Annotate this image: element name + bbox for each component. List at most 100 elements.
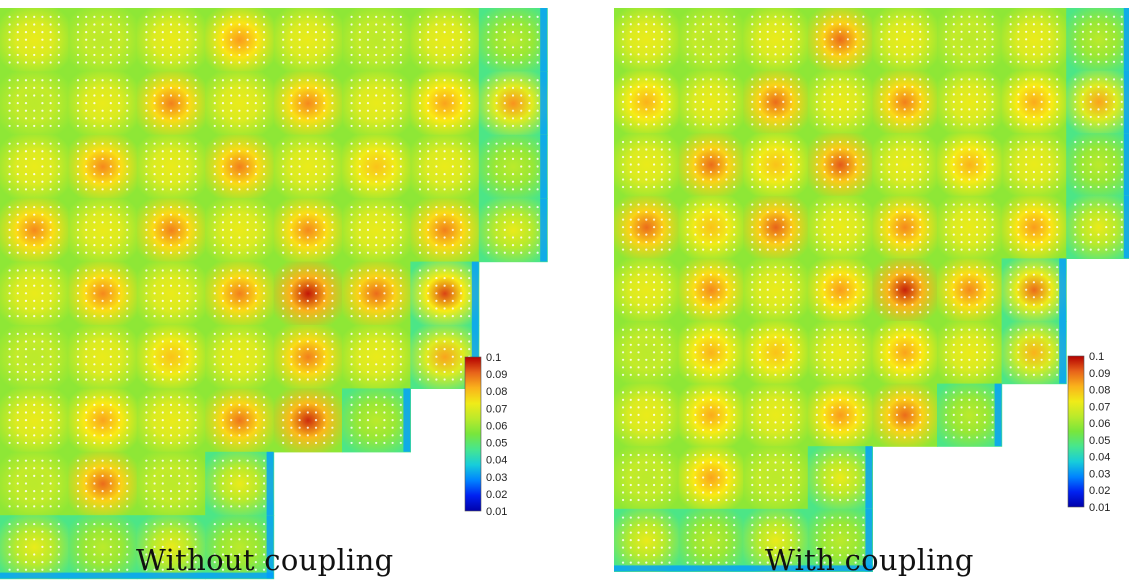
rod-dots <box>145 396 197 445</box>
colorbar-tick-label: 0.05 <box>1089 435 1110 447</box>
assembly-cell <box>136 325 206 389</box>
rod-dots <box>686 78 736 126</box>
rod-dots <box>487 142 539 191</box>
rod-dots <box>621 328 671 376</box>
reflector-edge <box>1123 70 1129 134</box>
rod-dots <box>418 142 471 191</box>
assembly-cell <box>872 195 938 259</box>
caption-with-coupling: With coupling <box>765 543 974 577</box>
rod-dots <box>282 332 334 381</box>
rod-dots <box>76 269 129 318</box>
assembly-cell <box>678 133 744 197</box>
rod-dots <box>76 522 129 571</box>
assembly-cell <box>68 451 138 516</box>
rod-dots <box>944 328 994 376</box>
rod-dots <box>8 269 60 318</box>
assembly-cell <box>1066 70 1129 134</box>
assembly-cell <box>1001 321 1067 385</box>
assembly-cell <box>937 8 1003 72</box>
rod-dots <box>621 391 671 439</box>
colorbar-tick-label: 0.1 <box>1089 351 1104 363</box>
assembly-cell <box>678 446 744 510</box>
rod-dots <box>621 78 671 126</box>
assembly-cell <box>743 133 809 197</box>
assembly-cell <box>273 71 343 136</box>
assembly-cell <box>68 388 138 453</box>
rod-dots <box>815 140 865 189</box>
assembly-cell <box>937 258 1003 322</box>
assembly-cell <box>678 508 744 572</box>
reflector-edge <box>1123 195 1129 259</box>
rod-dots <box>350 269 402 318</box>
assembly-cell <box>807 383 873 447</box>
assembly-cell <box>205 134 275 199</box>
colorbar-tick-label: 0.09 <box>1089 368 1110 380</box>
assembly-grid <box>0 8 548 580</box>
assembly-cell <box>743 321 809 385</box>
colorbar-tick-label: 0.09 <box>486 369 507 381</box>
rod-dots <box>213 79 266 128</box>
colorbar-tick-label: 0.08 <box>486 386 507 398</box>
rod-dots <box>751 78 800 126</box>
rod-dots <box>213 522 266 571</box>
rod-dots <box>418 15 471 64</box>
assembly-cell <box>1066 133 1129 197</box>
rod-dots <box>76 396 129 445</box>
rod-dots <box>944 266 994 314</box>
rod-dots <box>880 78 930 126</box>
assembly-cell <box>807 446 873 510</box>
assembly-cell <box>478 198 548 263</box>
rod-dots <box>145 459 197 508</box>
assembly-cell <box>872 321 938 385</box>
assembly-cell <box>743 446 809 510</box>
assembly-cell <box>68 325 138 389</box>
colorbar-tick-label: 0.07 <box>486 403 507 415</box>
rod-dots <box>686 391 736 439</box>
rod-dots <box>76 332 129 381</box>
rod-dots <box>8 459 60 508</box>
rod-dots <box>282 205 334 254</box>
rod-dots <box>621 203 671 251</box>
assembly-cell <box>743 195 809 259</box>
assembly-cell <box>342 325 411 389</box>
assembly-cell <box>136 388 206 453</box>
assembly-cell <box>937 383 1003 447</box>
rod-dots <box>621 15 671 63</box>
rod-dots <box>686 266 736 314</box>
assembly-cell <box>478 8 548 72</box>
assembly-cell <box>205 261 275 326</box>
rod-dots <box>880 203 930 251</box>
rod-dots <box>880 15 930 63</box>
assembly-cell <box>678 383 744 447</box>
assembly-cell <box>136 71 206 136</box>
assembly-cell <box>1066 8 1129 72</box>
rod-dots <box>1009 266 1059 314</box>
rod-dots <box>145 15 197 64</box>
colorbar-tick-label: 0.08 <box>1089 385 1110 397</box>
rod-dots <box>815 266 865 314</box>
rod-dots <box>1074 140 1123 189</box>
reflector-edge <box>1123 133 1129 196</box>
rod-dots <box>880 328 930 376</box>
rod-dots <box>213 142 266 191</box>
reflector-edge <box>540 198 548 262</box>
rod-dots <box>880 140 930 189</box>
assembly-cell <box>743 383 809 447</box>
rod-dots <box>282 142 334 191</box>
rod-dots <box>487 205 539 254</box>
assembly-cell <box>205 515 275 580</box>
rod-dots <box>76 459 129 508</box>
assembly-cell <box>1066 195 1129 259</box>
colorbar-gradient <box>464 356 482 512</box>
rod-dots <box>350 396 402 445</box>
reflector-edge <box>0 572 274 579</box>
rod-dots <box>751 15 800 63</box>
assembly-cell <box>342 388 411 453</box>
rod-dots <box>1074 203 1123 251</box>
rod-dots <box>686 140 736 189</box>
rod-dots <box>621 516 671 564</box>
colorbar-tick-label: 0.03 <box>1089 468 1110 480</box>
colorbar-tick-label: 0.02 <box>1089 485 1110 497</box>
assembly-cell <box>872 133 938 197</box>
reflector-edge <box>540 8 548 72</box>
